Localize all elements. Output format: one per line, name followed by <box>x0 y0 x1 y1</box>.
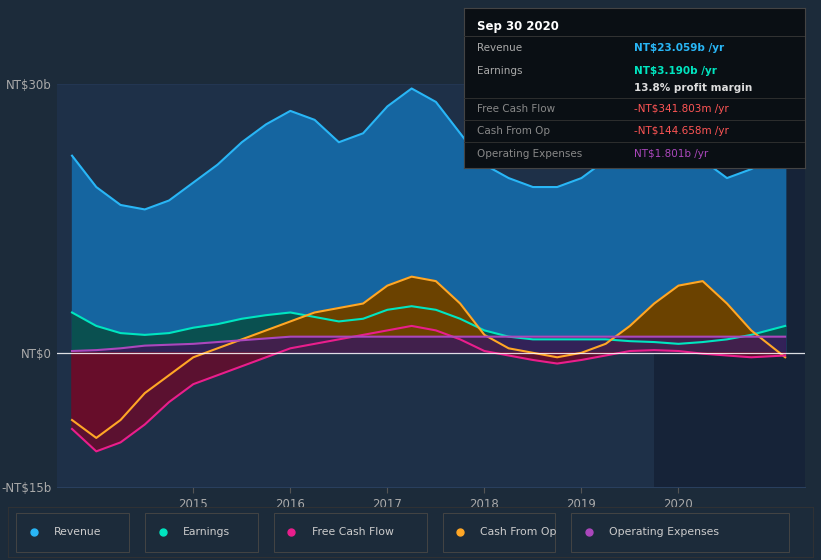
Text: Free Cash Flow: Free Cash Flow <box>311 527 393 537</box>
Text: Cash From Op: Cash From Op <box>478 127 551 136</box>
Text: Free Cash Flow: Free Cash Flow <box>478 104 556 114</box>
Text: Earnings: Earnings <box>478 66 523 76</box>
Text: NT$3.190b /yr: NT$3.190b /yr <box>635 66 717 76</box>
Bar <box>654 84 805 487</box>
Text: Earnings: Earnings <box>183 527 230 537</box>
Text: Cash From Op: Cash From Op <box>480 527 557 537</box>
Text: Sep 30 2020: Sep 30 2020 <box>478 20 559 32</box>
Text: NT$1.801b /yr: NT$1.801b /yr <box>635 148 709 158</box>
Text: Revenue: Revenue <box>54 527 102 537</box>
Text: NT$23.059b /yr: NT$23.059b /yr <box>635 43 724 53</box>
Text: Operating Expenses: Operating Expenses <box>478 148 583 158</box>
Text: 13.8% profit margin: 13.8% profit margin <box>635 83 753 93</box>
Text: -NT$144.658m /yr: -NT$144.658m /yr <box>635 127 729 136</box>
Text: -NT$341.803m /yr: -NT$341.803m /yr <box>635 104 729 114</box>
Text: Revenue: Revenue <box>478 43 523 53</box>
Text: Operating Expenses: Operating Expenses <box>609 527 719 537</box>
